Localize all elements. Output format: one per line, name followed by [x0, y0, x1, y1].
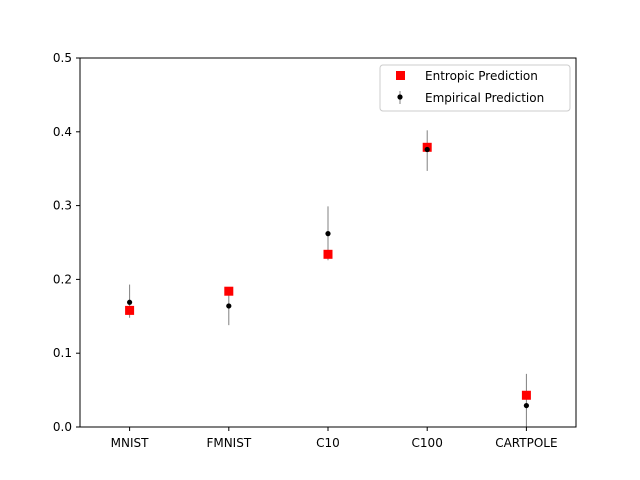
entropic-point-fmnist [224, 286, 234, 296]
entropic-point-c10 [323, 249, 333, 259]
entropic-point-cartpole [521, 390, 531, 400]
empirical-point-cartpole [523, 402, 530, 409]
y-tick-label: 0.1 [53, 346, 72, 360]
legend-box [379, 64, 571, 112]
empirical-point-c10 [325, 231, 331, 237]
empirical-point-mnist [127, 299, 133, 305]
y-tick-label: 0.4 [53, 125, 72, 139]
entropic-point-mnist [125, 305, 135, 315]
empirical-point-fmnist [226, 303, 232, 309]
y-axis: 0.0 0.1 0.2 0.3 0.4 0.5 [53, 51, 80, 434]
legend: Entropic Prediction Empirical Prediction [379, 64, 571, 112]
x-tick-label: C100 [412, 436, 443, 450]
legend-empirical-marker [397, 94, 403, 100]
y-tick-label: 0.0 [53, 420, 72, 434]
legend-empirical-label: Empirical Prediction [425, 91, 544, 105]
legend-entropic-label: Entropic Prediction [425, 69, 538, 83]
y-tick-label: 0.3 [53, 199, 72, 213]
y-tick-label: 0.5 [53, 51, 72, 65]
legend-entropic-marker [396, 71, 405, 80]
x-tick-label: FMNIST [206, 436, 251, 450]
x-tick-label: MNIST [111, 436, 149, 450]
empirical-point-c100 [424, 146, 430, 153]
x-tick-label: CARTPOLE [495, 436, 557, 450]
y-tick-label: 0.2 [53, 272, 72, 286]
x-tick-label: C10 [316, 436, 340, 450]
x-axis: MNIST FMNIST C10 C100 CARTPOLE [111, 427, 558, 450]
data-marks [125, 130, 531, 427]
